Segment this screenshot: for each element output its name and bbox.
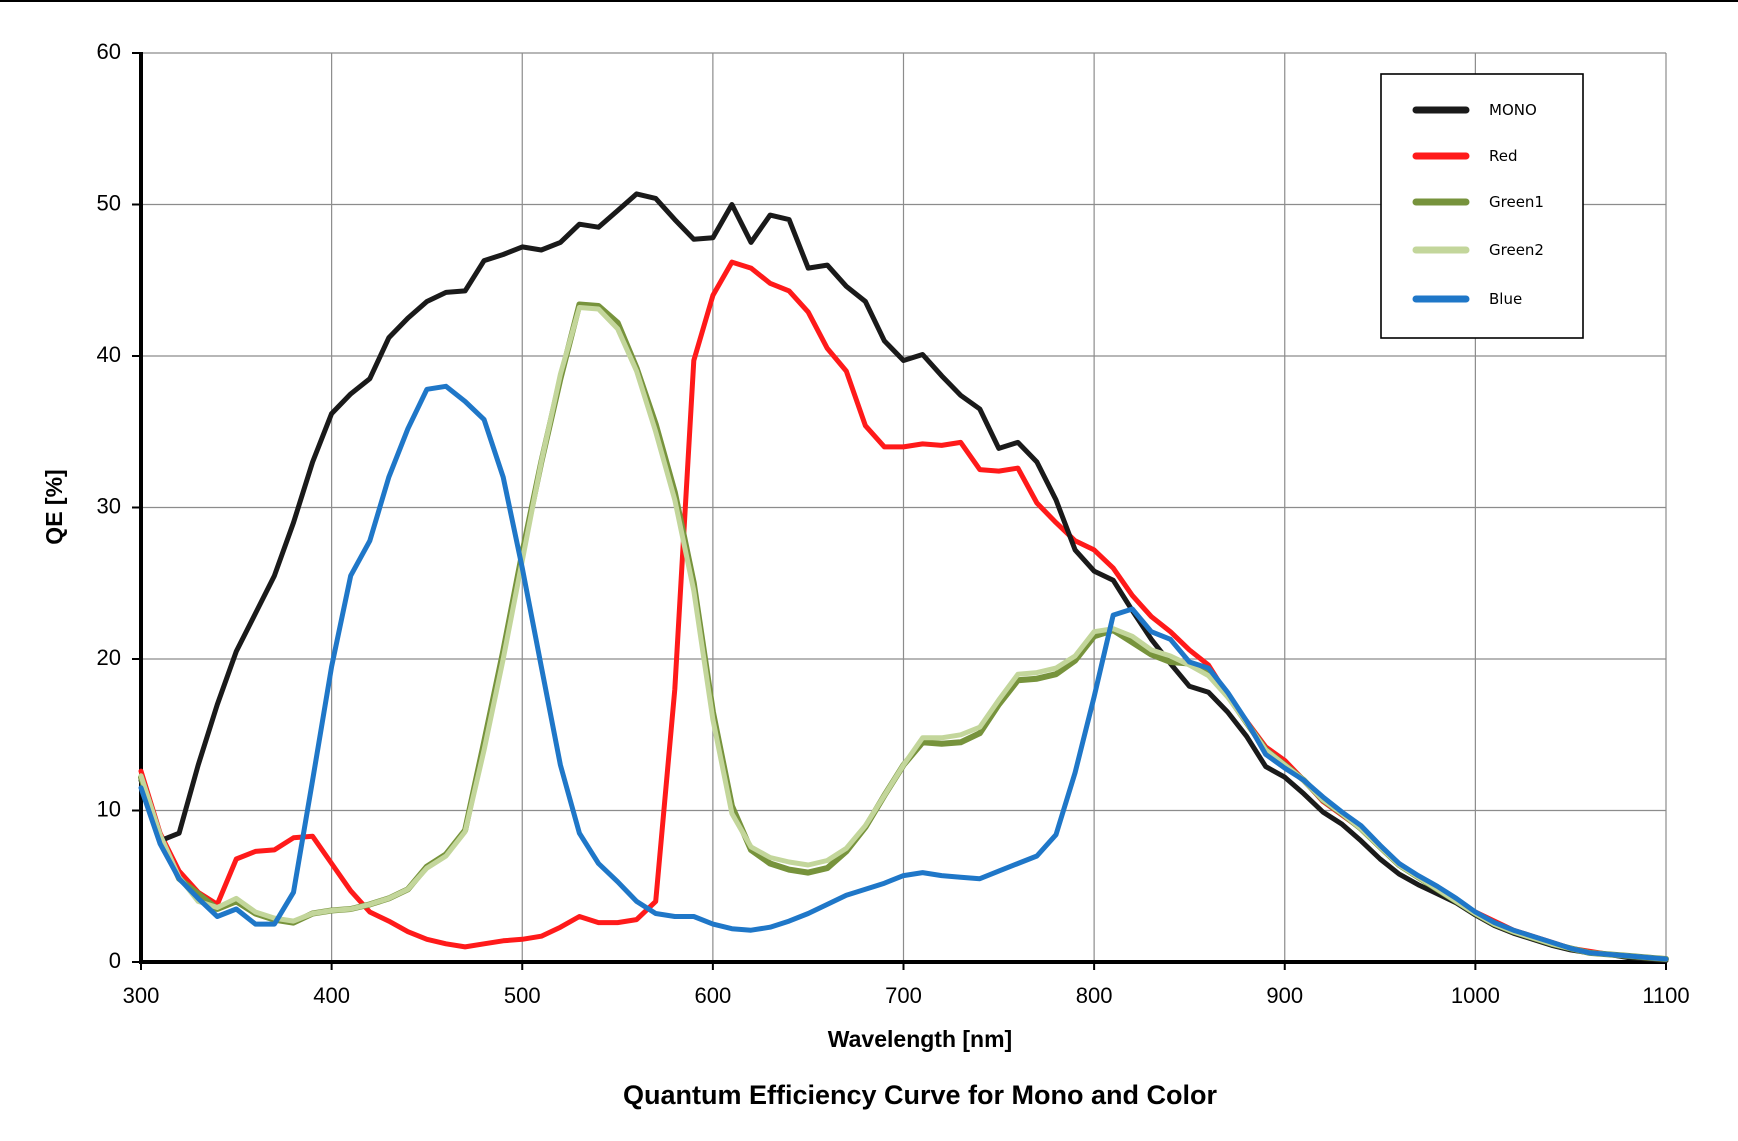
y-tick-label: 60 <box>97 39 121 64</box>
y-tick-label: 40 <box>97 342 121 367</box>
legend-box <box>1380 73 1584 339</box>
legend: MONO Red Green1 Green2 Blue <box>1380 73 1584 339</box>
series-line-mono <box>138 191 1669 963</box>
series-line-blue <box>138 383 1669 962</box>
chart-title: Quantum Efficiency Curve for Mono and Co… <box>623 1080 1218 1110</box>
x-tick-label: 500 <box>504 983 541 1008</box>
x-tick-label: 800 <box>1076 983 1113 1008</box>
legend-label-green2: Green2 <box>1489 241 1544 259</box>
x-axis-ticks: 300 400 500 600 700 800 900 1000 1100 <box>123 962 1690 1008</box>
y-axis-ticks: 0 10 20 30 40 50 60 <box>97 39 141 973</box>
x-tick-label: 400 <box>313 983 350 1008</box>
y-tick-label: 50 <box>97 191 121 216</box>
series-lines <box>138 191 1669 963</box>
y-axis-title: QE [%] <box>41 469 67 544</box>
top-border-line <box>0 0 1738 2</box>
x-tick-label: 600 <box>695 983 732 1008</box>
x-tick-label: 300 <box>123 983 160 1008</box>
gridlines <box>141 52 1667 962</box>
x-axis-title: Wavelength [nm] <box>828 1026 1012 1052</box>
y-tick-label: 10 <box>97 797 121 822</box>
legend-label-blue: Blue <box>1489 290 1522 308</box>
legend-label-red: Red <box>1489 147 1518 165</box>
x-tick-label: 900 <box>1266 983 1303 1008</box>
y-tick-label: 30 <box>97 494 121 519</box>
y-tick-label: 20 <box>97 645 121 670</box>
legend-label-green1: Green1 <box>1489 193 1544 211</box>
y-tick-label: 0 <box>109 948 121 973</box>
x-tick-label: 700 <box>885 983 922 1008</box>
legend-label-mono: MONO <box>1489 101 1537 119</box>
x-tick-label: 1100 <box>1642 983 1689 1008</box>
x-tick-label: 1000 <box>1451 983 1500 1008</box>
